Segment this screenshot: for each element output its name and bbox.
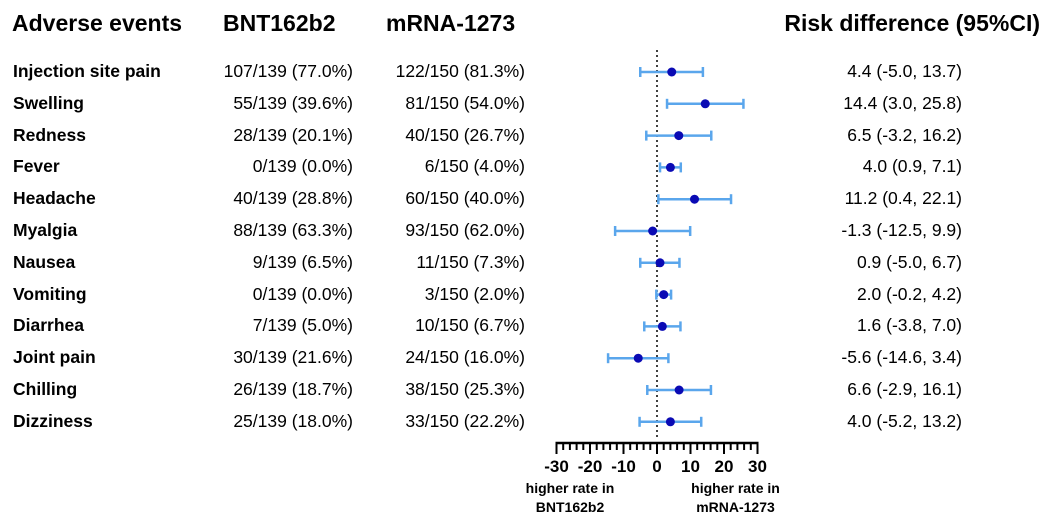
event-label: Chilling <box>13 379 78 399</box>
x-tick-label: 30 <box>748 457 767 476</box>
risk-difference-value: 4.4 (-5.0, 13.7) <box>847 61 962 81</box>
risk-difference-value: 14.4 (3.0, 25.8) <box>843 92 962 113</box>
axis-note-right-line1: higher rate in <box>691 480 780 496</box>
bnt162b2-value: 88/139 (63.3%) <box>233 220 353 240</box>
x-tick-label: -10 <box>611 457 636 476</box>
bnt162b2-value: 0/139 (0.0%) <box>252 283 353 304</box>
bnt162b2-value: 26/139 (18.7%) <box>233 379 353 399</box>
mrna-1273-value: 33/150 (22.2%) <box>405 410 525 431</box>
axis-note-left-line1: higher rate in <box>525 480 615 496</box>
risk-difference-value: 4.0 (0.9, 7.1) <box>862 156 962 177</box>
event-label: Headache <box>13 188 96 209</box>
event-label: Joint pain <box>13 347 96 368</box>
point-estimate <box>665 162 675 172</box>
risk-difference-value: 6.5 (-3.2, 16.2) <box>847 124 962 145</box>
bnt162b2-value: 30/139 (21.6%) <box>233 347 353 368</box>
header-bnt162b2: BNT162b2 <box>223 10 336 36</box>
event-label: Redness <box>13 124 86 145</box>
mrna-1273-value: 60/150 (40.0%) <box>405 188 525 209</box>
axis-note-left: higher rate in BNT162b2 <box>520 479 620 517</box>
event-label: Fever <box>13 156 60 177</box>
point-estimate <box>648 226 658 236</box>
bnt162b2-value: 25/139 (18.0%) <box>233 410 353 431</box>
x-tick-label: 10 <box>681 457 700 476</box>
mrna-1273-value: 10/150 (6.7%) <box>415 315 525 336</box>
bnt162b2-value: 0/139 (0.0%) <box>252 156 353 177</box>
event-label: Dizziness <box>13 410 93 431</box>
bnt162b2-value: 55/139 (39.6%) <box>233 92 353 113</box>
header-risk-difference: Risk difference (95%CI) <box>784 10 1040 36</box>
header-adverse-events: Adverse events <box>12 10 183 36</box>
mrna-1273-value: 122/150 (81.3%) <box>395 61 525 81</box>
risk-difference-value: -5.6 (-14.6, 3.4) <box>841 347 962 368</box>
axis-note-left-line2: BNT162b2 <box>535 499 605 515</box>
bnt162b2-value: 107/139 (77.0%) <box>223 61 353 81</box>
x-tick-label: -20 <box>578 457 603 476</box>
event-label: Myalgia <box>13 220 78 240</box>
mrna-1273-value: 6/150 (4.0%) <box>424 156 525 177</box>
event-label: Nausea <box>13 251 76 272</box>
point-estimate <box>665 417 675 427</box>
risk-difference-value: -1.3 (-12.5, 9.9) <box>841 220 962 240</box>
bnt162b2-value: 9/139 (6.5%) <box>252 251 353 272</box>
point-estimate <box>674 131 684 141</box>
bnt162b2-value: 7/139 (5.0%) <box>252 315 353 336</box>
mrna-1273-value: 11/150 (7.3%) <box>416 251 525 272</box>
risk-difference-value: 2.0 (-0.2, 4.2) <box>856 283 962 304</box>
mrna-1273-value: 3/150 (2.0%) <box>424 283 525 304</box>
header-mrna-1273: mRNA-1273 <box>386 10 516 36</box>
point-estimate <box>633 353 643 363</box>
point-estimate <box>655 258 665 268</box>
bnt162b2-value: 28/139 (20.1%) <box>233 124 353 145</box>
event-label: Vomiting <box>13 283 87 304</box>
event-label: Diarrhea <box>13 315 85 336</box>
x-tick-label: 20 <box>715 457 734 476</box>
mrna-1273-value: 40/150 (26.7%) <box>405 124 525 145</box>
risk-difference-value: 11.2 (0.4, 22.1) <box>844 188 962 209</box>
risk-difference-value: 4.0 (-5.2, 13.2) <box>847 410 962 431</box>
mrna-1273-value: 81/150 (54.0%) <box>405 92 525 113</box>
event-label: Swelling <box>13 92 84 113</box>
bnt162b2-value: 40/139 (28.8%) <box>233 188 353 209</box>
mrna-1273-value: 38/150 (25.3%) <box>405 379 525 399</box>
x-tick-label: 0 <box>652 457 661 476</box>
x-tick-label: -30 <box>544 457 569 476</box>
point-estimate <box>700 99 710 109</box>
axis-note-right-line2: mRNA-1273 <box>696 499 775 515</box>
point-estimate <box>659 290 669 300</box>
risk-difference-value: 0.9 (-5.0, 6.7) <box>856 251 962 272</box>
mrna-1273-value: 93/150 (62.0%) <box>405 220 525 240</box>
event-label: Injection site pain <box>13 61 161 81</box>
mrna-1273-value: 24/150 (16.0%) <box>405 347 525 368</box>
point-estimate <box>674 385 684 395</box>
risk-difference-value: 1.6 (-3.8, 7.0) <box>856 315 962 336</box>
point-estimate <box>667 67 677 77</box>
point-estimate <box>657 321 667 331</box>
axis-note-right: higher rate in mRNA-1273 <box>683 479 788 517</box>
risk-difference-value: 6.6 (-2.9, 16.1) <box>847 379 962 399</box>
point-estimate <box>690 194 700 204</box>
